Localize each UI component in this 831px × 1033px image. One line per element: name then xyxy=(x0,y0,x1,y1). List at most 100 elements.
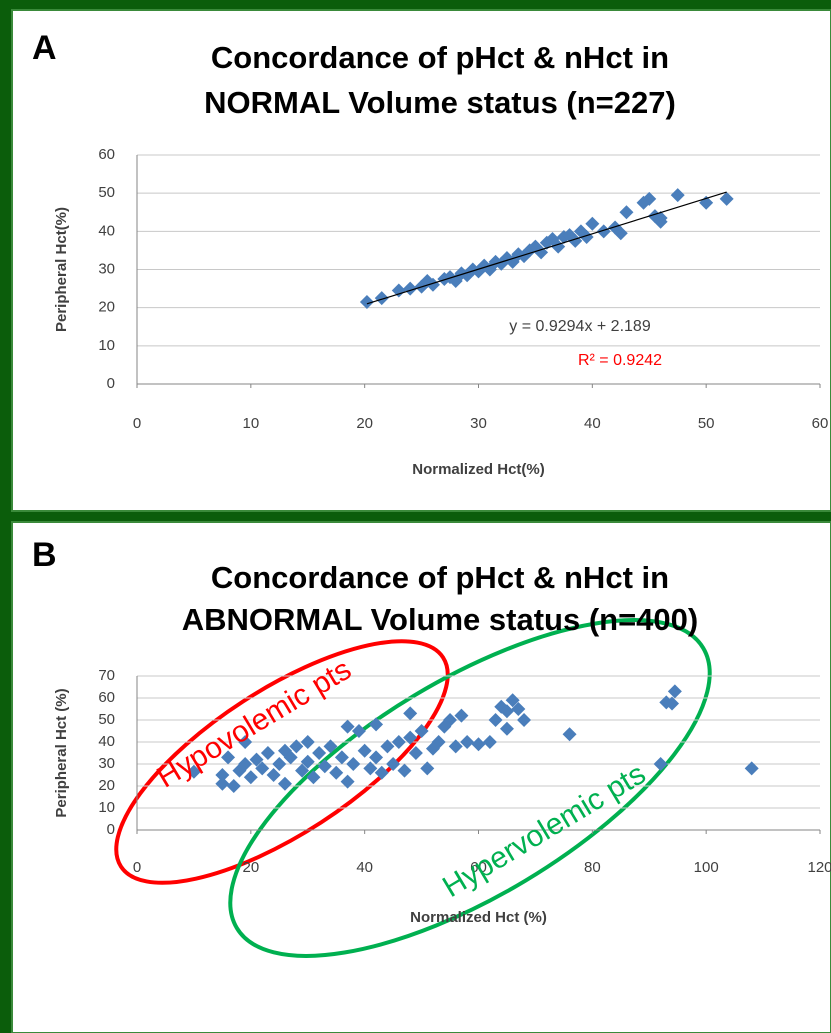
data-point xyxy=(562,727,577,742)
data-point xyxy=(226,779,241,793)
data-point xyxy=(448,739,463,754)
data-point xyxy=(255,761,270,776)
panel-a-background xyxy=(11,9,831,512)
y-tick-label: 30 xyxy=(98,755,115,772)
data-point xyxy=(613,226,628,241)
data-point xyxy=(351,724,366,738)
annotation: y = 0.9294x + 2.189 xyxy=(509,318,651,335)
data-point xyxy=(488,713,503,727)
data-point xyxy=(391,735,406,749)
data-point xyxy=(340,774,355,789)
x-tick-label: 30 xyxy=(470,415,487,432)
data-point xyxy=(312,746,327,760)
data-point xyxy=(454,708,469,723)
x-tick-label: 20 xyxy=(356,415,373,432)
data-point xyxy=(482,735,497,749)
data-point xyxy=(665,696,680,711)
data-point xyxy=(295,763,310,778)
data-point xyxy=(334,750,349,765)
data-point xyxy=(499,721,514,736)
y-tick-label: 50 xyxy=(98,184,115,201)
y-tick-label: 0 xyxy=(107,821,115,838)
data-point xyxy=(585,216,600,231)
y-tick-label: 40 xyxy=(98,222,115,239)
data-point xyxy=(744,761,759,776)
x-axis-label: Normalized Hct(%) xyxy=(412,461,545,478)
y-tick-label: 10 xyxy=(98,799,115,816)
data-point xyxy=(403,706,418,721)
data-point xyxy=(420,761,435,776)
data-point xyxy=(272,757,287,771)
trendline xyxy=(366,191,727,305)
data-point xyxy=(329,765,344,780)
data-point xyxy=(505,693,520,708)
data-point xyxy=(386,757,401,771)
y-tick-label: 60 xyxy=(98,689,115,706)
x-tick-label: 10 xyxy=(242,415,259,432)
x-tick-label: 50 xyxy=(698,415,715,432)
data-point xyxy=(277,776,292,791)
x-axis-label: Normalized Hct (%) xyxy=(410,909,547,926)
data-point xyxy=(431,735,446,749)
x-tick-label: 0 xyxy=(133,415,141,432)
data-point xyxy=(238,757,253,771)
data-point xyxy=(499,704,514,719)
data-point xyxy=(642,191,657,206)
data-point xyxy=(380,739,395,754)
data-point xyxy=(289,739,304,754)
x-tick-label: 120 xyxy=(807,859,831,876)
hypovolemic-ellipse xyxy=(114,639,450,885)
x-tick-label: 80 xyxy=(584,859,601,876)
chart-title: Concordance of pHct & nHct in xyxy=(211,40,669,75)
y-tick-label: 60 xyxy=(98,146,115,163)
data-point xyxy=(300,735,315,749)
y-tick-label: 10 xyxy=(98,337,115,354)
x-tick-label: 40 xyxy=(584,415,601,432)
data-point xyxy=(369,717,384,732)
data-point xyxy=(300,754,315,769)
data-point xyxy=(579,230,594,245)
data-point xyxy=(266,768,281,782)
x-tick-label: 40 xyxy=(356,859,373,876)
y-tick-label: 30 xyxy=(98,260,115,277)
data-point xyxy=(186,764,201,779)
data-point xyxy=(374,291,389,306)
y-tick-label: 40 xyxy=(98,733,115,750)
data-point xyxy=(283,750,298,765)
x-tick-label: 0 xyxy=(133,859,141,876)
data-point xyxy=(323,739,338,754)
data-point xyxy=(306,770,321,785)
y-tick-label: 50 xyxy=(98,711,115,728)
data-point xyxy=(238,735,253,749)
data-point xyxy=(243,770,258,785)
chart-title: Concordance of pHct & nHct in xyxy=(211,560,669,595)
data-point xyxy=(414,724,429,738)
hypervolemic-ellipse xyxy=(228,618,712,958)
y-tick-label: 70 xyxy=(98,667,115,684)
data-point xyxy=(359,294,374,309)
data-point xyxy=(670,188,685,203)
data-point xyxy=(363,761,378,776)
data-point xyxy=(460,735,475,749)
data-point xyxy=(221,750,236,765)
data-point xyxy=(397,763,412,778)
data-point xyxy=(260,746,275,760)
data-point xyxy=(511,702,526,716)
annotation: R² = 0.9242 xyxy=(578,352,662,369)
data-point xyxy=(249,752,264,767)
data-point xyxy=(346,757,361,771)
y-axis-label: Peripheral Hct(%) xyxy=(53,207,70,332)
y-tick-label: 0 xyxy=(107,375,115,392)
panel-letter: A xyxy=(32,29,57,67)
data-point xyxy=(369,750,384,765)
y-axis-label: Peripheral Hct (%) xyxy=(53,688,70,817)
data-point xyxy=(340,719,355,734)
data-point xyxy=(471,737,486,752)
data-point xyxy=(425,277,440,292)
x-tick-label: 20 xyxy=(242,859,259,876)
data-point xyxy=(403,730,418,745)
data-point xyxy=(215,776,230,791)
data-point xyxy=(215,768,230,782)
